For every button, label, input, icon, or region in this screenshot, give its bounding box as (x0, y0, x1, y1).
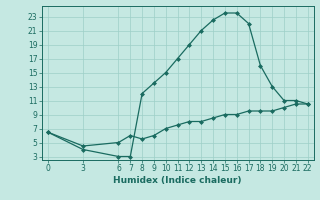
X-axis label: Humidex (Indice chaleur): Humidex (Indice chaleur) (113, 176, 242, 185)
